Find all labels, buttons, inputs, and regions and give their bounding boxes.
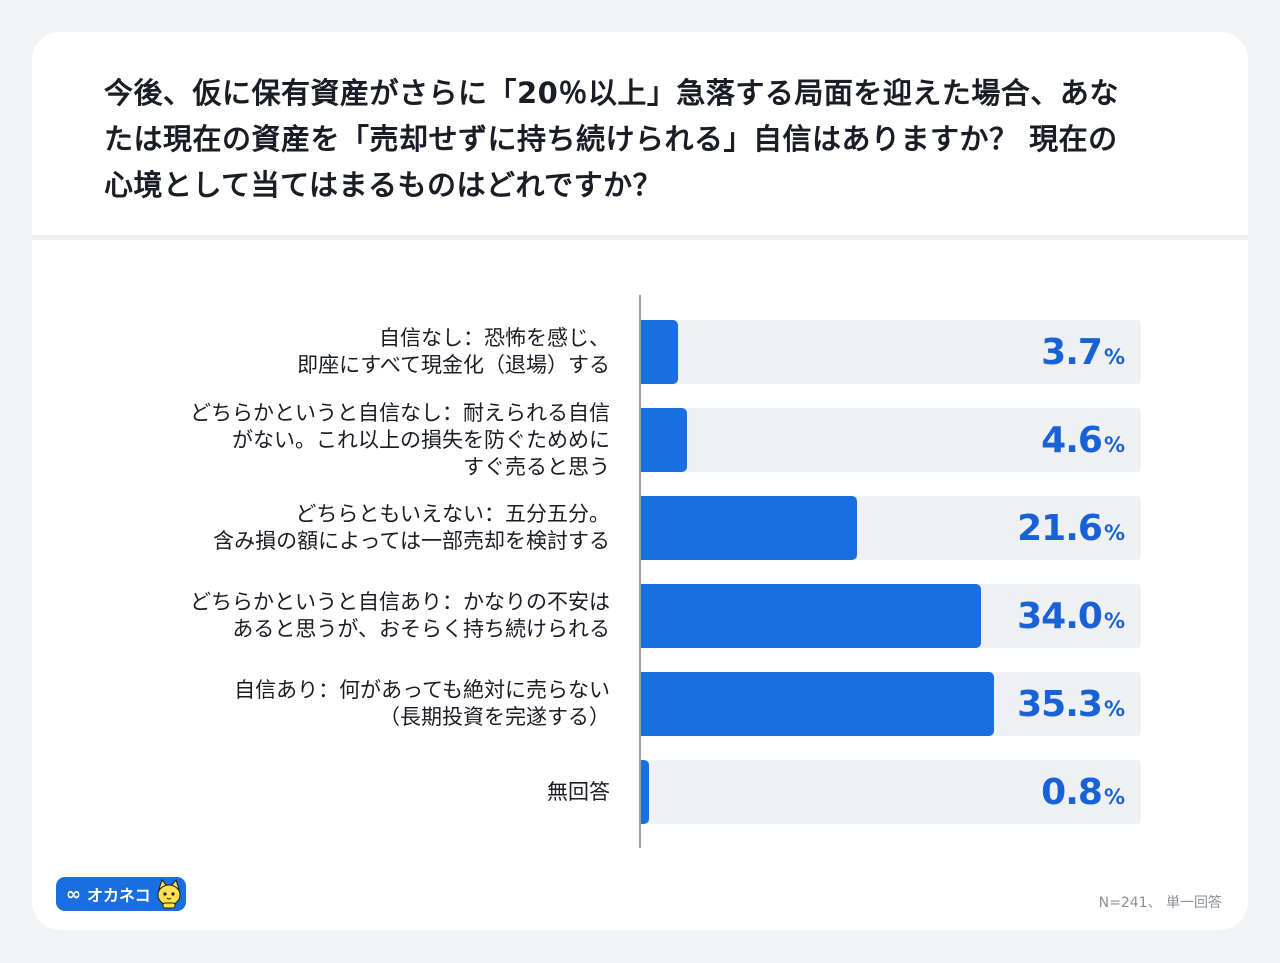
bar	[641, 320, 678, 384]
bar-track: 35.3%	[641, 672, 1141, 736]
category-label: 自信なし：恐怖を感じ、 即座にすべて現金化（退場）する	[297, 326, 610, 377]
value-unit: %	[1103, 785, 1125, 809]
bar-row: 自信あり：何があっても絶対に売らない （長期投資を完遂する） 35.3%	[32, 672, 1248, 736]
bar-row: どちらともいえない：五分五分。 含み損の額によっては一部売却を検討する 21.6%	[32, 496, 1248, 560]
bar	[641, 672, 994, 736]
survey-card: 今後、仮に保有資産がさらに「20％以上」急落する局面を迎えた場合、あな たは現在…	[32, 32, 1248, 930]
bar-row: どちらかというと自信あり：かなりの不安は あると思うが、おそらく持ち続けられる 3…	[32, 584, 1248, 648]
value-number: 4.6	[1041, 419, 1103, 461]
sample-note: N=241、 単一回答	[1098, 895, 1222, 911]
bar	[641, 408, 687, 472]
okaneko-logo: ∞ オカネコ	[56, 877, 186, 911]
infinity-icon: ∞	[66, 883, 81, 905]
category-label: 無回答	[547, 779, 610, 804]
value-unit: %	[1103, 609, 1125, 633]
category-label: 自信あり：何があっても絶対に売らない （長期投資を完遂する）	[234, 678, 610, 729]
bar	[641, 496, 857, 560]
bar	[641, 760, 649, 824]
value-number: 35.3	[1017, 683, 1103, 725]
bar-track: 3.7%	[641, 320, 1141, 384]
value-number: 0.8	[1041, 771, 1103, 813]
bar-row: 無回答 0.8%	[32, 760, 1248, 824]
value-unit: %	[1103, 697, 1125, 721]
bar-track: 0.8%	[641, 760, 1141, 824]
bar-track: 21.6%	[641, 496, 1141, 560]
category-label: どちらかというと自信なし：耐えられる自信 がない。これ以上の損失を防ぐためめに …	[190, 400, 610, 479]
value-label: 21.6%	[1017, 496, 1125, 560]
bar-row: 自信なし：恐怖を感じ、 即座にすべて現金化（退場）する 3.7%	[32, 320, 1248, 384]
axis-line	[639, 295, 641, 848]
category-label: どちらかというと自信あり：かなりの不安は あると思うが、おそらく持ち続けられる	[190, 590, 610, 641]
category-label: どちらともいえない：五分五分。 含み損の額によっては一部売却を検討する	[213, 502, 610, 553]
value-label: 0.8%	[1041, 760, 1125, 824]
bar-track: 4.6%	[641, 408, 1141, 472]
value-number: 21.6	[1017, 507, 1103, 549]
value-label: 35.3%	[1017, 672, 1125, 736]
logo-text: オカネコ	[87, 886, 151, 905]
value-unit: %	[1103, 345, 1125, 369]
value-label: 34.0%	[1017, 584, 1125, 648]
value-label: 3.7%	[1041, 320, 1125, 384]
value-unit: %	[1103, 521, 1125, 545]
bar-track: 34.0%	[641, 584, 1141, 648]
cat-mascot-icon	[156, 878, 182, 913]
divider	[32, 235, 1248, 240]
value-number: 34.0	[1017, 595, 1103, 637]
bar	[641, 584, 981, 648]
bar-row: どちらかというと自信なし：耐えられる自信 がない。これ以上の損失を防ぐためめに …	[32, 400, 1248, 479]
value-number: 3.7	[1041, 331, 1103, 373]
question-title: 今後、仮に保有資産がさらに「20％以上」急落する局面を迎えた場合、あな たは現在…	[104, 76, 1119, 202]
value-unit: %	[1103, 433, 1125, 457]
value-label: 4.6%	[1041, 408, 1125, 472]
